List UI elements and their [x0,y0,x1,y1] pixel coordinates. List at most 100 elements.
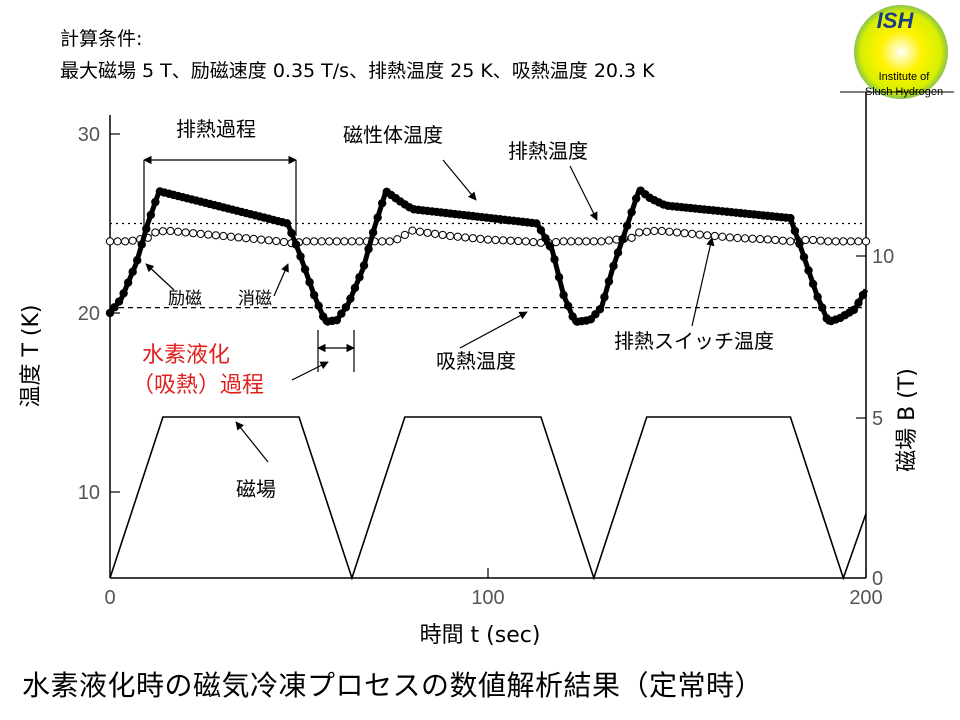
magnet-temp-point [808,279,818,289]
magnet-temp-point [604,277,614,286]
switch-temp-point [415,227,425,236]
magnet-temp-point [622,221,632,230]
switch-temp-point [589,237,598,246]
switch-temp-series [105,226,871,248]
magnet-temp-point [142,224,151,233]
magnet-temp-point [563,301,573,311]
switch-temp-point [158,227,168,236]
switch-temp-point [574,237,583,246]
magnet-temp-series [105,186,869,326]
switch-temp-point [468,234,477,243]
switch-temp-point [249,234,258,243]
x-tick-0: 0 [104,587,115,609]
switch-temp-point [861,237,871,246]
label-liquefaction-line2: （吸熱）過程 [132,373,264,398]
switch-temp-point [506,236,515,245]
switch-temp-point [725,233,735,242]
magnet-temp-point [282,219,292,228]
slide-title: 水素液化時の磁気冷凍プロセスの数値解析結果（定常時） [22,669,764,702]
magnet-temp-point [346,294,355,303]
switch-temp-point [816,236,825,245]
logo-line1: Institute of [879,71,931,83]
switch-temp-point [279,237,288,247]
right-tick-5: 5 [872,408,883,430]
switch-temp-point [650,226,659,236]
switch-temp-point [635,228,644,237]
switch-temp-point [786,237,795,246]
switch-temp-point [831,237,840,246]
magnet-temp-point [795,239,804,249]
label-field: 磁場 [236,477,276,501]
magnet-temp-point [296,252,305,261]
switch-temp-point [854,237,863,246]
magnet-temp-point [305,278,314,287]
switch-temp-point [756,234,765,244]
magnet-temp-point [550,255,559,264]
switch-temp-point [529,238,538,247]
switch-temp-point [642,227,651,236]
switch-temp-point [604,236,614,245]
switch-temp-point [173,227,183,236]
switch-temp-point [113,237,122,246]
switch-temp-point [808,235,818,245]
switch-temp-point [567,237,576,246]
y-tick-30: 30 [78,124,100,146]
switch-temp-point [446,231,455,241]
magnet-temp-point [817,303,827,312]
magnet-temp-point [119,289,128,298]
switch-temp-point [703,231,712,240]
magnet-temp-point [849,305,859,315]
magnet-temp-point [536,226,546,235]
switch-temp-point [733,233,742,243]
label-magnet-temp: 磁性体温度 [343,123,443,147]
magnet-temp-point [790,226,800,236]
switch-temp-point [393,235,402,244]
conditions-title: 計算条件: [60,28,143,50]
magnet-temp-point [786,213,795,223]
magnet-temp-point [341,303,351,312]
magnet-temp-point [359,261,369,270]
magnet-temp-point [287,228,296,238]
switch-temp-point [688,229,697,238]
ish-logo: ISH Institute of Slush Hydrogen [854,5,948,99]
switch-temp-point [211,231,220,240]
label-switch-temp: 排熱スイッチ温度 [614,329,774,353]
magnet-temp-point [300,265,310,274]
magnet-temp-point [309,290,319,300]
switch-temp-point [241,234,251,243]
label-liquefaction-line1: 水素液化 [142,343,230,368]
switch-temp-point [128,236,137,245]
field-line [109,416,867,581]
x-tick-100: 100 [471,587,504,609]
switch-temp-point [718,232,727,241]
switch-temp-point [302,237,311,246]
switch-temp-point [378,237,387,246]
magnet-temp-point [631,194,641,203]
switch-temp-point [204,230,213,239]
y-axis-title: 温度 T (K) [19,304,44,407]
switch-temp-point [423,228,432,237]
switch-temp-point [476,234,485,243]
switch-temp-point [778,236,787,245]
switch-temp-point [310,237,319,246]
annotation-arrows [143,155,715,463]
switch-temp-point [189,229,198,238]
switch-temp-point [461,233,470,242]
switch-temp-point [491,235,500,245]
magnet-temp-point [854,298,863,308]
conditions-line: 最大磁場 5 T、励磁速度 0.35 T/s、排熱温度 25 K、吸熱温度 20… [60,60,655,82]
x-axis-title: 時間 t (sec) [420,623,541,648]
switch-temp-point [438,230,447,240]
magnet-temp-point [337,309,346,318]
label-excite: 励磁 [168,289,202,309]
switch-temp-point [763,235,772,244]
magnet-temp-point [314,301,323,311]
magnet-temp-point [291,240,301,249]
switch-temp-point [408,226,417,235]
switch-temp-point [355,237,364,246]
magnet-temp-point [110,303,119,312]
y-tick-20: 20 [78,303,100,325]
switch-temp-point [695,230,704,239]
magnet-temp-point [368,228,378,237]
magnetic-refrigeration-chart: 30 20 10 0 100 200 10 5 0 時間 t (sec) 温度 … [19,91,954,648]
